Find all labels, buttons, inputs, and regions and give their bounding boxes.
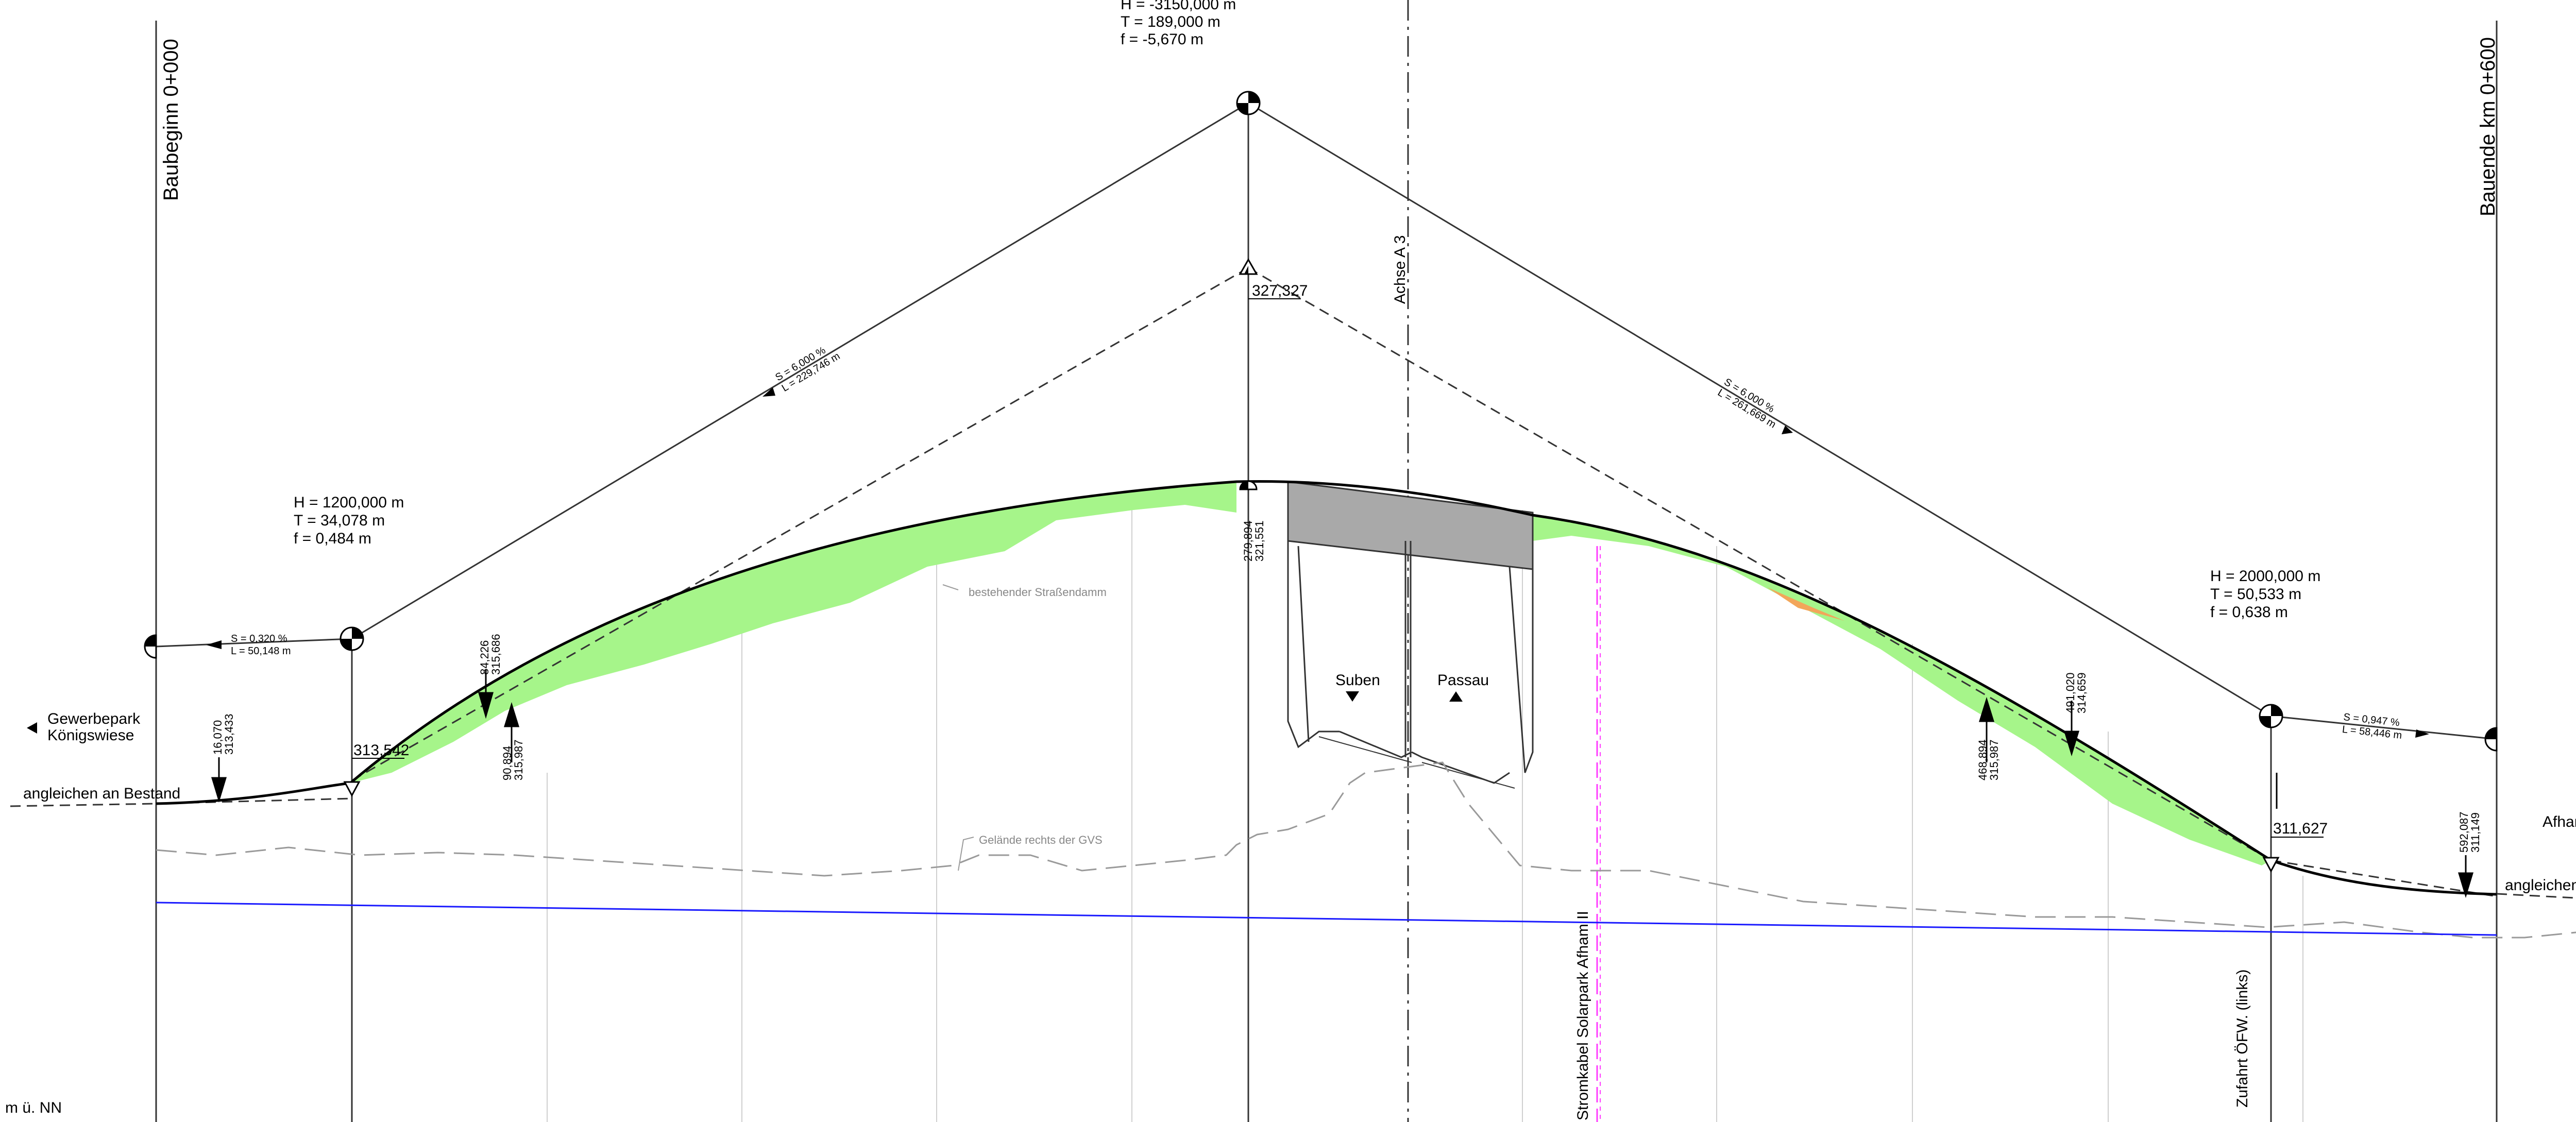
height-marker-arrows bbox=[211, 670, 2474, 898]
svg-text:S = 0,320 %: S = 0,320 % bbox=[231, 633, 287, 644]
pi-top-dashed-marker bbox=[1239, 258, 1258, 275]
svg-text:313,433: 313,433 bbox=[223, 713, 235, 755]
curve-left-params: H = 1200,000 m T = 34,078 m f = 0,484 m bbox=[294, 494, 404, 547]
svg-text:H = -3150,000 m: H = -3150,000 m bbox=[1121, 0, 1236, 13]
zufahrt-label: Zufahrt ÖFW. (links) bbox=[2234, 970, 2251, 1108]
svg-text:279,894: 279,894 bbox=[1242, 520, 1255, 562]
suben-label: Suben bbox=[1335, 672, 1380, 689]
curve-top-params: H = -3150,000 m T = 189,000 m f = -5,670… bbox=[1121, 0, 1236, 48]
marker-label-7: 592,087 311,149 bbox=[2458, 811, 2482, 853]
crest-marker bbox=[1239, 480, 1258, 490]
svg-text:T = 50,533 m: T = 50,533 m bbox=[2210, 586, 2301, 603]
reference-blue-line bbox=[156, 902, 2497, 936]
pi-top-elevation: 327,327 bbox=[1252, 282, 1308, 299]
datum-label: m ü. NN bbox=[5, 1099, 62, 1116]
svg-text:315,686: 315,686 bbox=[489, 634, 502, 675]
svg-text:f = 0,638 m: f = 0,638 m bbox=[2210, 604, 2288, 621]
pi-symbols bbox=[144, 91, 2498, 873]
design-profile bbox=[156, 480, 2497, 896]
pi-top-marker bbox=[1236, 91, 1261, 115]
gewerbepark-label-1: Gewerbepark bbox=[47, 710, 141, 727]
construction-dashed-lines bbox=[10, 267, 2576, 899]
afham-label: Afham bbox=[2543, 813, 2576, 830]
svg-text:314,659: 314,659 bbox=[2075, 672, 2088, 713]
gelaende-label: Gelände rechts der GVS bbox=[979, 834, 1103, 846]
svg-text:315,987: 315,987 bbox=[1988, 739, 2001, 780]
svg-text:T = 34,078 m: T = 34,078 m bbox=[294, 512, 385, 529]
baubeginn-label: Baubeginn 0+000 bbox=[160, 39, 182, 201]
left-fill-area bbox=[350, 482, 1236, 783]
curve-right-params: H = 2000,000 m T = 50,533 m f = 0,638 m bbox=[2210, 568, 2320, 621]
bridge-structure bbox=[1287, 482, 1534, 789]
start-marker bbox=[144, 634, 157, 659]
main-station-lines bbox=[155, 21, 2498, 1122]
station-grid bbox=[547, 510, 2303, 1122]
svg-text:90,894: 90,894 bbox=[501, 746, 514, 780]
svg-text:16,070: 16,070 bbox=[211, 720, 224, 755]
left-arrow-icon bbox=[27, 722, 37, 734]
svg-text:T = 189,000 m: T = 189,000 m bbox=[1121, 13, 1221, 30]
svg-text:f = -5,670 m: f = -5,670 m bbox=[1121, 31, 1204, 48]
marker-label-3: 90,894 315,987 bbox=[501, 739, 525, 780]
angleichen-left-label: angleichen an Bestand bbox=[23, 785, 180, 802]
end-marker bbox=[2484, 727, 2498, 752]
svg-text:321,551: 321,551 bbox=[1253, 520, 1266, 562]
grade-arrows bbox=[206, 387, 2429, 738]
passau-label: Passau bbox=[1437, 672, 1489, 689]
svg-text:84,226: 84,226 bbox=[478, 640, 491, 675]
achse-label: Achse A 3 bbox=[1392, 235, 1409, 304]
bauende-label: Bauende km 0+600 bbox=[2477, 37, 2499, 216]
strassendamm-label: bestehender Straßendamm bbox=[969, 586, 1107, 599]
elevation-underlines bbox=[352, 298, 2324, 838]
terrain-line bbox=[156, 761, 2576, 939]
angleichen-right-label: angleichen an Bestand bbox=[2505, 877, 2576, 894]
svg-text:f = 0,484 m: f = 0,484 m bbox=[294, 530, 371, 547]
embankment-label-leader bbox=[942, 584, 959, 590]
stromkabel-label: Stromkabel Solarpark Afham II bbox=[1574, 911, 1591, 1120]
suben-down-arrow-icon bbox=[1346, 691, 1359, 702]
svg-text:315,987: 315,987 bbox=[512, 739, 525, 780]
pi-right-dashed-marker bbox=[2262, 857, 2280, 873]
svg-text:311,149: 311,149 bbox=[2469, 812, 2482, 853]
svg-text:491,020: 491,020 bbox=[2064, 672, 2077, 713]
grade-start-label: S = 0,320 % L = 50,148 m bbox=[231, 633, 291, 657]
passau-up-arrow-icon bbox=[1449, 691, 1463, 702]
pi-left-dashed-marker bbox=[343, 781, 361, 797]
svg-text:H = 1200,000 m: H = 1200,000 m bbox=[294, 494, 404, 511]
gewerbepark-label-2: Königswiese bbox=[47, 727, 134, 744]
pi-left-marker bbox=[340, 626, 364, 651]
marker-label-2: 84,226 315,686 bbox=[478, 634, 502, 675]
marker-label-5: 468,894 315,987 bbox=[1976, 739, 2001, 780]
svg-text:H = 2000,000 m: H = 2000,000 m bbox=[2210, 568, 2320, 585]
marker-label-4: 279,894 321,551 bbox=[1242, 520, 1266, 562]
svg-text:592,087: 592,087 bbox=[2458, 811, 2470, 853]
right-fill-area bbox=[1533, 515, 2271, 865]
svg-text:L = 50,148 m: L = 50,148 m bbox=[231, 645, 291, 657]
pi-left-elevation: 313,542 bbox=[353, 742, 409, 759]
marker-label-6: 491,020 314,659 bbox=[2064, 672, 2088, 713]
marker-label-1: 16,070 313,433 bbox=[211, 713, 235, 755]
tangent-lines bbox=[156, 102, 2497, 740]
terrain-label-leader bbox=[958, 837, 974, 871]
pi-right-marker bbox=[2259, 704, 2283, 728]
svg-text:468,894: 468,894 bbox=[1976, 739, 1989, 780]
direction-symbols bbox=[27, 691, 1463, 734]
pi-right-elevation: 311,627 bbox=[2273, 820, 2328, 837]
